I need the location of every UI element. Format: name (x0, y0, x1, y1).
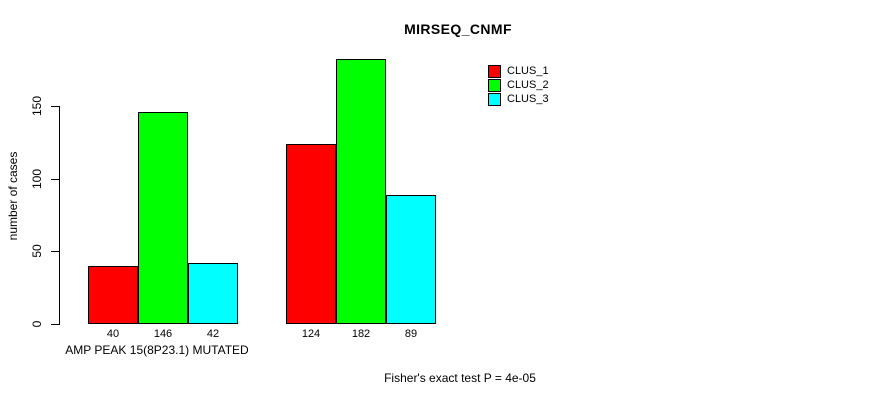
bar-value-label: 146 (153, 328, 173, 340)
y-axis-tick (51, 106, 59, 107)
x-axis-group-label: AMP PEAK 15(8P23.1) MUTATED (65, 343, 249, 357)
legend: CLUS_1 CLUS_2 CLUS_3 (488, 64, 549, 106)
bar-value-label: 40 (106, 328, 120, 340)
y-axis-tick (51, 251, 59, 252)
legend-swatch-clus_1 (488, 64, 501, 78)
y-axis-tick-label: 150 (30, 95, 44, 117)
bar-clus_2-group2 (336, 59, 386, 324)
y-axis-tick (51, 324, 59, 325)
bar-clus_1-group2 (286, 144, 336, 324)
y-axis-line (59, 106, 60, 325)
y-axis-tick-label: 50 (30, 244, 44, 258)
y-axis-tick (51, 179, 59, 180)
bar-value-label: 89 (404, 328, 418, 340)
legend-swatch-clus_3 (488, 92, 501, 106)
bar-clus_2-group1 (138, 112, 188, 324)
legend-item: CLUS_2 (488, 78, 549, 92)
y-axis-label: number of cases (6, 151, 20, 241)
legend-item-label: CLUS_1 (507, 65, 549, 77)
legend-item-label: CLUS_3 (507, 93, 549, 105)
bar-value-label: 42 (206, 328, 220, 340)
legend-item: CLUS_1 (488, 64, 549, 78)
legend-item-label: CLUS_2 (507, 79, 549, 91)
bar-value-label: 182 (351, 328, 371, 340)
fisher-test-annotation: Fisher's exact test P = 4e-05 (384, 371, 536, 385)
legend-item: CLUS_3 (488, 92, 549, 106)
legend-swatch-clus_2 (488, 78, 501, 92)
bar-value-label: 124 (301, 328, 321, 340)
bar-clus_1-group1 (88, 266, 138, 324)
y-axis-tick-label: 100 (30, 168, 44, 190)
bar-clus_3-group2 (386, 195, 436, 324)
y-axis-tick-label: 0 (30, 320, 44, 328)
chart-title: MIRSEQ_CNMF (404, 21, 512, 37)
bar-clus_3-group1 (188, 263, 238, 324)
